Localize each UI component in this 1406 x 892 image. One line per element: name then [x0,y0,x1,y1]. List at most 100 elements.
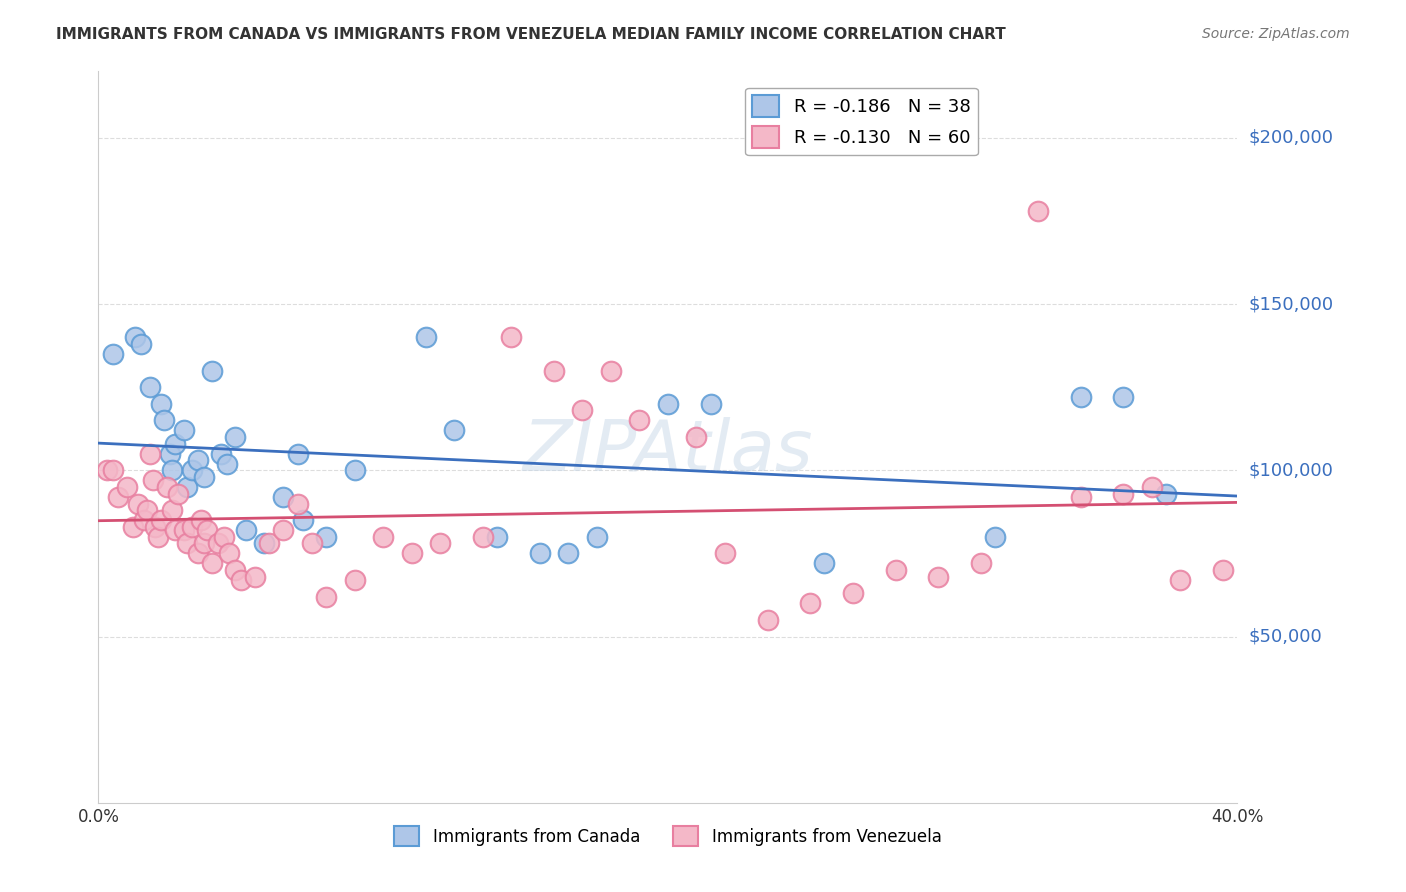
Point [1112,390,1135,404]
Point [121,520,143,534]
Point [287,497,309,511]
Text: Source: ZipAtlas.com: Source: ZipAtlas.com [1202,27,1350,41]
Point [1070,490,1092,504]
Point [159,447,181,461]
Point [287,447,309,461]
Point [714,546,737,560]
Point [124,330,146,344]
Point [135,503,157,517]
Point [984,530,1007,544]
Point [243,570,266,584]
Point [657,397,679,411]
Point [215,457,238,471]
Point [252,536,274,550]
Point [628,413,651,427]
Point [162,503,184,517]
Point [501,330,523,344]
Point [181,520,204,534]
Point [132,513,155,527]
Point [156,480,179,494]
Point [373,530,395,544]
Point [343,463,366,477]
Point [165,436,187,450]
Point [1154,486,1177,500]
Point [107,490,129,504]
Point [443,424,465,438]
Point [176,480,198,494]
Point [543,363,565,377]
Point [138,447,160,461]
Point [235,523,257,537]
Point [218,546,240,560]
Point [207,536,229,550]
Point [115,480,138,494]
Point [165,523,187,537]
Point [173,523,195,537]
Point [571,403,593,417]
Point [273,523,295,537]
Point [195,523,218,537]
Point [1026,204,1049,219]
Point [273,490,295,504]
Point [927,570,949,584]
Point [842,586,865,600]
Point [315,530,337,544]
Point [101,463,124,477]
Point [486,530,509,544]
Point [685,430,707,444]
Point [1070,390,1092,404]
Point [1212,563,1234,577]
Point [141,473,163,487]
Point [167,486,190,500]
Point [153,413,176,427]
Point [471,530,494,544]
Point [138,380,160,394]
Point [429,536,451,550]
Point [193,470,215,484]
Point [173,424,195,438]
Legend: Immigrants from Canada, Immigrants from Venezuela: Immigrants from Canada, Immigrants from … [388,820,948,853]
Text: $150,000: $150,000 [1249,295,1333,313]
Point [129,337,152,351]
Point [699,397,721,411]
Point [259,536,281,550]
Point [799,596,821,610]
Point [201,363,224,377]
Point [212,530,235,544]
Point [343,573,366,587]
Point [415,330,437,344]
Point [292,513,315,527]
Point [148,530,170,544]
Point [201,557,224,571]
Point [557,546,579,560]
Point [401,546,423,560]
Point [101,347,124,361]
Point [145,520,167,534]
Point [150,513,173,527]
Point [884,563,907,577]
Point [229,573,252,587]
Point [1140,480,1163,494]
Point [187,453,209,467]
Point [600,363,623,377]
Text: ZIPAtlas: ZIPAtlas [523,417,813,486]
Point [224,430,246,444]
Text: $50,000: $50,000 [1249,628,1322,646]
Point [96,463,118,477]
Point [529,546,551,560]
Point [224,563,246,577]
Point [209,447,232,461]
Text: $200,000: $200,000 [1249,128,1333,147]
Text: $100,000: $100,000 [1249,461,1333,479]
Text: IMMIGRANTS FROM CANADA VS IMMIGRANTS FROM VENEZUELA MEDIAN FAMILY INCOME CORRELA: IMMIGRANTS FROM CANADA VS IMMIGRANTS FRO… [56,27,1005,42]
Point [301,536,323,550]
Point [813,557,835,571]
Point [193,536,215,550]
Point [150,397,173,411]
Point [187,546,209,560]
Point [970,557,993,571]
Point [190,513,212,527]
Point [315,590,337,604]
Point [176,536,198,550]
Point [1112,486,1135,500]
